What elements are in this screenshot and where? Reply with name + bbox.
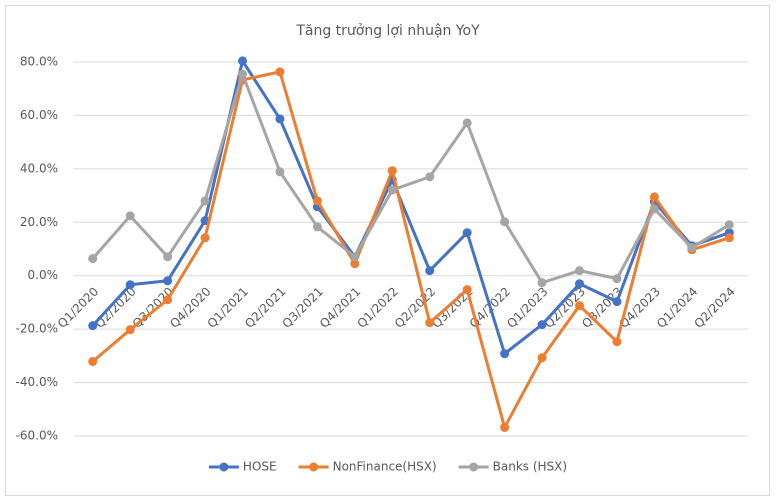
y-tick-label: -40.0% [16, 375, 58, 389]
data-point [612, 297, 622, 307]
data-point [500, 422, 510, 432]
data-point [312, 196, 322, 206]
data-point [500, 349, 510, 359]
data-point [462, 118, 472, 128]
data-point [200, 233, 210, 243]
data-point [462, 285, 472, 295]
data-point [462, 228, 472, 238]
data-point [163, 252, 173, 262]
data-point [425, 266, 435, 276]
data-point [125, 280, 135, 290]
data-point [612, 337, 622, 347]
data-point [500, 217, 510, 227]
legend-marker [469, 462, 479, 472]
data-point [612, 274, 622, 284]
data-point [238, 56, 247, 66]
data-point [350, 252, 360, 262]
data-point [88, 321, 98, 331]
data-point [724, 233, 734, 243]
data-point [275, 114, 285, 124]
data-point [88, 356, 98, 366]
legend-marker [309, 462, 319, 472]
data-point [387, 166, 397, 176]
data-point [238, 69, 247, 79]
data-point [275, 167, 285, 177]
legend-label: NonFinance(HSX) [333, 460, 437, 474]
data-point [537, 353, 547, 363]
data-point [724, 220, 734, 230]
data-point [649, 204, 659, 214]
data-point [163, 276, 173, 286]
y-tick-label: -60.0% [16, 429, 58, 443]
series-line [91, 70, 730, 429]
data-point [575, 301, 584, 311]
series-line [91, 59, 730, 356]
data-point [537, 320, 547, 330]
data-point [425, 318, 435, 328]
data-point [200, 196, 210, 206]
data-point [425, 172, 435, 182]
data-point [575, 266, 584, 276]
data-point [387, 185, 397, 195]
legend-label: Banks (HSX) [493, 460, 567, 474]
data-point [275, 67, 285, 77]
y-tick-label: 40.0% [20, 161, 58, 175]
data-point [163, 295, 173, 305]
chart-title: Tăng trưởng lợi nhuận YoY [295, 23, 480, 39]
data-point [575, 279, 584, 289]
chart-frame [5, 5, 770, 496]
y-tick-label: -20.0% [16, 322, 58, 336]
y-tick-label: 60.0% [20, 108, 58, 122]
data-point [312, 222, 322, 232]
y-tick-label: 0.0% [28, 268, 59, 282]
data-point [350, 259, 360, 269]
legend: HOSE NonFinance(HSX) Banks (HSX) [208, 460, 567, 474]
data-point [88, 254, 98, 264]
legend-label: HOSE [243, 460, 277, 474]
data-point [687, 243, 697, 253]
y-tick-label: 20.0% [20, 215, 58, 229]
data-point [125, 325, 135, 335]
data-point [125, 211, 135, 221]
legend-marker [219, 462, 229, 472]
data-point [537, 278, 547, 288]
series-line [91, 72, 731, 285]
y-tick-label: 80.0% [20, 55, 58, 69]
data-point [649, 192, 659, 202]
